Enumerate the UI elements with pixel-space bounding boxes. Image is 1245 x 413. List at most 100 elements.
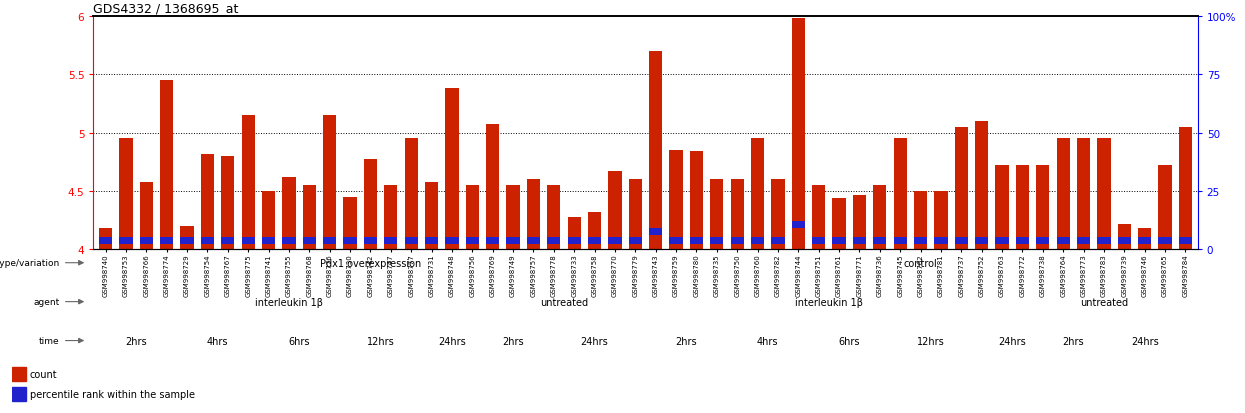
Text: genotype/variation: genotype/variation: [0, 259, 60, 268]
Bar: [548, 186, 560, 250]
Bar: [690, 237, 703, 244]
Bar: [1158, 237, 1172, 244]
Bar: [222, 237, 234, 244]
Bar: [609, 172, 621, 250]
Bar: [139, 182, 153, 250]
Bar: [731, 237, 743, 244]
Text: 4hrs: 4hrs: [757, 336, 778, 346]
Text: interleukin 1β: interleukin 1β: [255, 297, 322, 307]
Bar: [261, 192, 275, 250]
Bar: [527, 237, 540, 244]
Bar: [303, 237, 316, 244]
Bar: [405, 237, 418, 244]
Text: 6hrs: 6hrs: [839, 336, 860, 346]
Text: 12hrs: 12hrs: [367, 336, 395, 346]
Bar: [1138, 229, 1152, 250]
Bar: [466, 186, 479, 250]
Bar: [670, 237, 682, 244]
Text: 2hrs: 2hrs: [1062, 336, 1084, 346]
Bar: [181, 237, 194, 244]
Bar: [1158, 166, 1172, 250]
Bar: [303, 186, 316, 250]
Text: percentile rank within the sample: percentile rank within the sample: [30, 389, 195, 399]
Bar: [324, 237, 336, 244]
Text: count: count: [30, 370, 57, 380]
Bar: [486, 237, 499, 244]
Bar: [792, 222, 806, 229]
Text: 2hrs: 2hrs: [676, 336, 697, 346]
Bar: [1036, 237, 1050, 244]
Bar: [364, 160, 377, 250]
Bar: [609, 237, 621, 244]
Bar: [934, 192, 947, 250]
Text: 6hrs: 6hrs: [289, 336, 310, 346]
Bar: [649, 229, 662, 236]
Bar: [1077, 139, 1091, 250]
Bar: [1179, 237, 1191, 244]
Bar: [934, 237, 947, 244]
Text: GDS4332 / 1368695_at: GDS4332 / 1368695_at: [93, 2, 239, 15]
Bar: [261, 237, 275, 244]
Bar: [12, 387, 26, 401]
Bar: [283, 237, 295, 244]
Bar: [568, 217, 581, 250]
Bar: [548, 237, 560, 244]
Bar: [385, 237, 397, 244]
Bar: [446, 237, 458, 244]
Text: untreated: untreated: [540, 297, 588, 307]
Bar: [833, 199, 845, 250]
Bar: [405, 139, 418, 250]
Bar: [629, 180, 642, 250]
Text: interleukin 1β: interleukin 1β: [794, 297, 863, 307]
Bar: [914, 192, 928, 250]
Bar: [364, 237, 377, 244]
Bar: [425, 237, 438, 244]
Bar: [344, 197, 357, 250]
Bar: [894, 139, 906, 250]
Bar: [1016, 237, 1030, 244]
Bar: [527, 180, 540, 250]
Bar: [833, 237, 845, 244]
Bar: [996, 166, 1008, 250]
Bar: [1036, 166, 1050, 250]
Bar: [200, 154, 214, 250]
Bar: [507, 186, 519, 250]
Bar: [670, 151, 682, 250]
Bar: [588, 213, 601, 250]
Bar: [242, 116, 255, 250]
Bar: [853, 195, 867, 250]
Bar: [161, 237, 173, 244]
Bar: [996, 237, 1008, 244]
Bar: [710, 237, 723, 244]
Text: time: time: [39, 336, 60, 345]
Bar: [242, 237, 255, 244]
Text: 24hrs: 24hrs: [580, 336, 609, 346]
Bar: [161, 81, 173, 250]
Text: 12hrs: 12hrs: [916, 336, 945, 346]
Bar: [222, 157, 234, 250]
Bar: [812, 186, 825, 250]
Bar: [751, 139, 764, 250]
Bar: [731, 180, 743, 250]
Bar: [1057, 139, 1069, 250]
Bar: [853, 237, 867, 244]
Bar: [690, 152, 703, 250]
Bar: [792, 19, 806, 250]
Bar: [1097, 139, 1111, 250]
Bar: [751, 237, 764, 244]
Bar: [446, 89, 458, 250]
Bar: [1179, 127, 1191, 250]
Bar: [975, 237, 989, 244]
Bar: [873, 237, 886, 244]
Text: 24hrs: 24hrs: [438, 336, 466, 346]
Bar: [120, 237, 133, 244]
Bar: [1077, 237, 1091, 244]
Text: 24hrs: 24hrs: [998, 336, 1026, 346]
Bar: [344, 237, 357, 244]
Bar: [120, 139, 133, 250]
Bar: [588, 237, 601, 244]
Text: 2hrs: 2hrs: [126, 336, 147, 346]
Bar: [812, 237, 825, 244]
Text: 4hrs: 4hrs: [207, 336, 228, 346]
Bar: [100, 237, 112, 244]
